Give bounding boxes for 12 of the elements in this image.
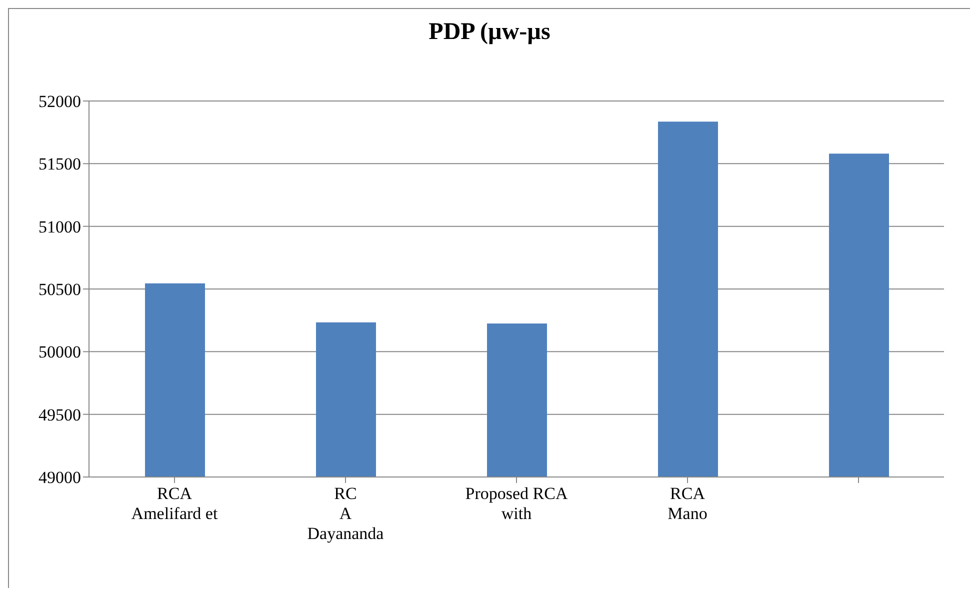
y-tick-label: 49500 (38, 405, 81, 424)
y-tick-label: 50000 (38, 342, 81, 362)
x-tick-label: RCA Mano (668, 484, 708, 523)
y-tick-label: 49000 (38, 468, 81, 488)
x-tick-label: Proposed RCA with (465, 484, 568, 523)
x-tick-label: RCA Amelifard et (131, 484, 218, 523)
y-tick-label: 51000 (38, 217, 81, 236)
chart-title: PDP (µw-µs (428, 19, 552, 46)
x-tick-label: RC A Dayananda (307, 484, 384, 543)
y-tick-label: 51500 (38, 154, 81, 174)
y-tick-label: 52000 (38, 92, 81, 112)
y-tick-label: 50500 (38, 280, 81, 300)
